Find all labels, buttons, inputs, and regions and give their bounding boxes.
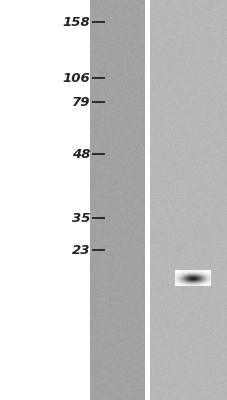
Text: 106: 106 [62,72,90,84]
Text: 48: 48 [71,148,90,160]
Text: 23: 23 [71,244,90,256]
Text: 158: 158 [62,16,90,28]
Bar [145,0,149,400]
Text: 79: 79 [71,96,90,108]
Text: 35: 35 [71,212,90,224]
